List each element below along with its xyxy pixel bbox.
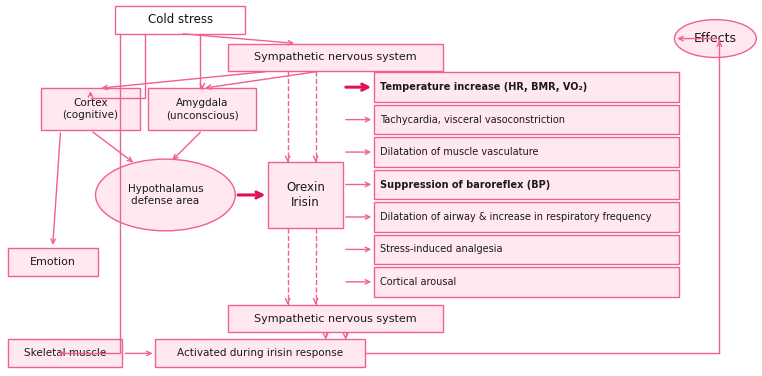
FancyBboxPatch shape: [374, 137, 680, 167]
FancyBboxPatch shape: [374, 170, 680, 199]
Text: Cortex
(cognitive): Cortex (cognitive): [62, 99, 119, 120]
Text: Amygdala
(unconscious): Amygdala (unconscious): [166, 99, 239, 120]
Text: Emotion: Emotion: [30, 257, 75, 267]
FancyBboxPatch shape: [40, 88, 140, 130]
FancyBboxPatch shape: [116, 6, 245, 33]
FancyBboxPatch shape: [374, 202, 680, 232]
Text: Orexin
Irisin: Orexin Irisin: [287, 181, 325, 209]
FancyBboxPatch shape: [374, 235, 680, 264]
Text: Temperature increase (HR, BMR, VO₂): Temperature increase (HR, BMR, VO₂): [380, 82, 588, 92]
FancyBboxPatch shape: [374, 267, 680, 297]
FancyBboxPatch shape: [229, 305, 443, 332]
FancyBboxPatch shape: [374, 105, 680, 134]
FancyBboxPatch shape: [8, 248, 98, 276]
FancyBboxPatch shape: [374, 73, 680, 102]
Text: Hypothalamus
defense area: Hypothalamus defense area: [127, 184, 203, 206]
Text: Suppression of baroreflex (BP): Suppression of baroreflex (BP): [380, 179, 550, 190]
Text: Tachycardia, visceral vasoconstriction: Tachycardia, visceral vasoconstriction: [380, 115, 565, 124]
Text: Activated during irisin response: Activated during irisin response: [177, 349, 344, 358]
FancyBboxPatch shape: [268, 162, 343, 228]
Text: Dilatation of airway & increase in respiratory frequency: Dilatation of airway & increase in respi…: [380, 212, 652, 222]
FancyBboxPatch shape: [155, 340, 365, 367]
FancyBboxPatch shape: [8, 340, 123, 367]
Text: Stress-induced analgesia: Stress-induced analgesia: [380, 244, 502, 255]
Ellipse shape: [674, 20, 757, 58]
Text: Sympathetic nervous system: Sympathetic nervous system: [255, 314, 417, 323]
FancyBboxPatch shape: [229, 44, 443, 71]
FancyBboxPatch shape: [149, 88, 256, 130]
Text: Effects: Effects: [694, 32, 737, 45]
Ellipse shape: [95, 159, 235, 231]
Text: Sympathetic nervous system: Sympathetic nervous system: [255, 53, 417, 62]
Text: Dilatation of muscle vasculature: Dilatation of muscle vasculature: [380, 147, 539, 157]
Text: Cold stress: Cold stress: [148, 13, 213, 26]
Text: Cortical arousal: Cortical arousal: [380, 277, 456, 287]
Text: Skeletal muscle: Skeletal muscle: [24, 349, 106, 358]
